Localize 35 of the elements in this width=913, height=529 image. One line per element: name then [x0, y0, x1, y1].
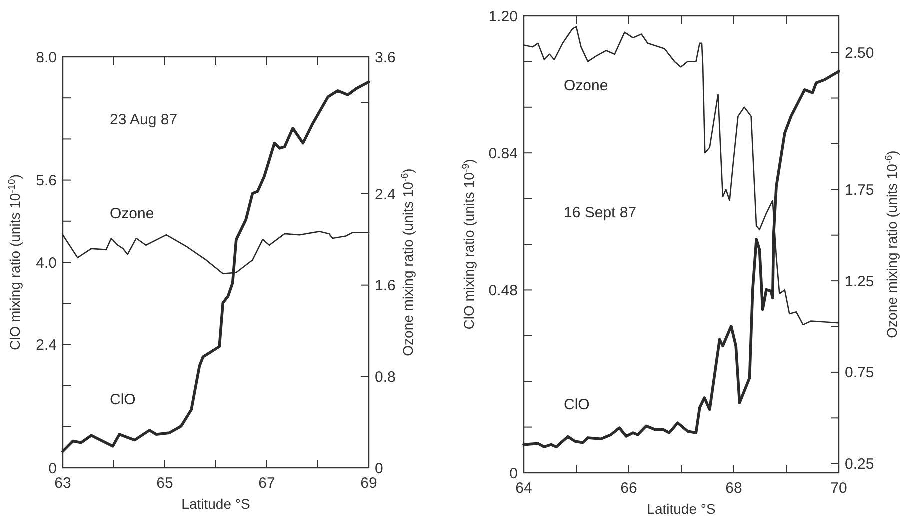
y-tick-label: 2.4 — [36, 336, 57, 354]
annotation: 23 Aug 87 — [110, 111, 178, 128]
series-label: Ozone — [564, 77, 608, 94]
y2-tick-label: 2.4 — [375, 186, 396, 204]
x-tick-label: 67 — [258, 475, 276, 492]
series-label: ClO — [564, 396, 590, 414]
y2-tick-label: 0 — [375, 460, 384, 478]
y-tick-label: 1.20 — [488, 8, 518, 26]
y2-tick-label: 0.75 — [845, 364, 874, 382]
y2-tick-label: 1.25 — [845, 273, 874, 290]
y2-tick-label: 0.25 — [845, 456, 874, 474]
y-tick-label: 0.84 — [488, 145, 518, 162]
x-tick-label: 68 — [726, 480, 742, 497]
y2-tick-label: 2.50 — [845, 44, 874, 62]
annotation: 16 Sept 87 — [564, 204, 637, 222]
x-tick-label: 63 — [54, 475, 72, 492]
y2-tick-label: 0.8 — [375, 368, 396, 386]
y2-tick-label: 1.6 — [375, 278, 396, 295]
y-tick-label: 8.0 — [36, 49, 57, 66]
x-tick-label: 70 — [830, 480, 848, 497]
series-label: ClO — [110, 391, 136, 408]
x-tick-label: 66 — [620, 480, 638, 497]
y-tick-label: 5.6 — [36, 172, 57, 190]
x-axis-title: Latitude °S — [647, 501, 716, 517]
y2-tick-label: 3.6 — [375, 49, 396, 66]
x-axis-title: Latitude °S — [182, 496, 250, 512]
y2-tick-label: 1.75 — [845, 182, 874, 199]
y-tick-label: 0 — [510, 465, 518, 482]
x-tick-label: 69 — [360, 475, 378, 492]
series-label: Ozone — [110, 205, 154, 222]
x-tick-label: 65 — [156, 475, 174, 492]
y-tick-label: 4.0 — [36, 254, 57, 272]
y-tick-label: 0 — [48, 460, 57, 478]
x-tick-label: 64 — [516, 480, 532, 497]
y-tick-label: 0.48 — [488, 282, 518, 300]
